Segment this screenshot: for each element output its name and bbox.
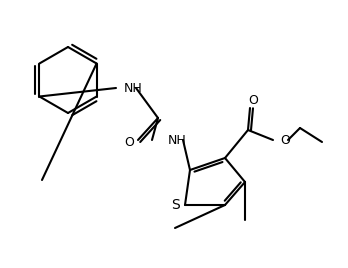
Text: O: O [124, 136, 134, 148]
Text: S: S [171, 198, 180, 212]
Text: NH: NH [168, 133, 187, 147]
Text: NH: NH [124, 81, 143, 95]
Text: O: O [248, 94, 258, 106]
Text: O: O [280, 133, 290, 147]
